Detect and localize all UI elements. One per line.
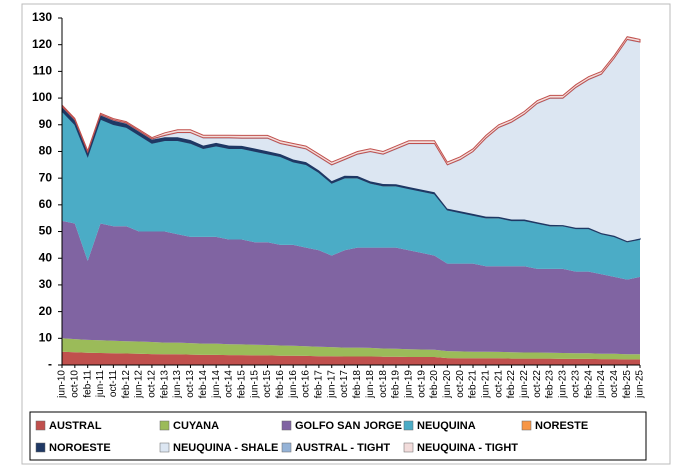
x-tick-label: jun-17	[326, 370, 337, 399]
x-tick-label: jun-15	[249, 370, 260, 399]
y-tick-label: 60	[39, 197, 53, 211]
area	[61, 36, 641, 166]
x-tick-label: oct-21	[493, 370, 504, 398]
x-tick-label: feb-23	[545, 370, 556, 399]
y-tick-label: 90	[39, 117, 53, 131]
x-tick-label: feb-16	[275, 370, 286, 399]
x-tick-label: feb-12	[121, 370, 132, 399]
legend-swatch	[159, 420, 170, 431]
x-tick-label: oct-15	[262, 370, 273, 398]
x-tick-label: feb-21	[468, 370, 479, 399]
x-tick-label: feb-11	[82, 370, 93, 398]
y-tick-label: 120	[32, 37, 52, 51]
x-tick-label: jun-22	[519, 370, 530, 399]
legend-swatch	[403, 420, 414, 431]
y-tick-label: 130	[32, 10, 52, 24]
x-tick-label: feb-18	[352, 370, 363, 399]
legend-swatch	[403, 442, 414, 453]
x-tick-label: oct-19	[416, 370, 427, 398]
x-tick-label: oct-13	[185, 370, 196, 398]
x-tick-label: oct-11	[108, 370, 119, 397]
x-tick-label: oct-22	[532, 370, 543, 398]
x-tick-label: jun-23	[558, 370, 569, 399]
x-tick-label: feb-24	[583, 370, 594, 399]
x-tick-label: jun-19	[403, 370, 414, 399]
y-tick-label: 10	[39, 330, 53, 344]
legend-label: NEUQUINA - TIGHT	[417, 442, 518, 454]
area	[62, 40, 640, 242]
x-tick-label: feb-17	[314, 370, 325, 399]
x-tick-label: oct-12	[147, 370, 158, 398]
area	[62, 351, 640, 365]
legend-label: NEUQUINA	[417, 420, 476, 432]
legend-label: NEUQUINA - SHALE	[173, 442, 278, 454]
legend-label: AUSTRAL	[49, 420, 102, 432]
area	[62, 111, 640, 280]
legend-label: GOLFO SAN JORGE	[295, 420, 402, 432]
x-tick-label: jun-20	[442, 370, 453, 399]
x-tick-label: jun-13	[172, 370, 183, 399]
x-tick-label: oct-18	[378, 370, 389, 398]
y-tick-label: 110	[33, 64, 53, 78]
x-tick-label: oct-10	[69, 370, 80, 398]
legend-label: NOROESTE	[49, 442, 111, 454]
x-tick-label: feb-25	[622, 370, 633, 399]
legend-box	[29, 411, 647, 461]
x-tick-label: oct-20	[455, 370, 466, 398]
x-tick-label: jun-21	[481, 370, 492, 399]
x-tick-label: jun-10	[57, 370, 68, 399]
y-tick-label: 70	[39, 170, 53, 184]
x-tick-label: oct-17	[339, 370, 350, 398]
area	[62, 220, 640, 355]
legend-swatch	[159, 442, 170, 453]
legend-label: NORESTE	[535, 420, 588, 432]
x-tick-label: jun-25	[635, 370, 646, 399]
chart-frame	[21, 3, 671, 465]
y-tick-label: 80	[39, 144, 53, 158]
y-tick-label: 30	[39, 277, 53, 291]
x-tick-label: feb-13	[159, 370, 170, 399]
legend-swatch	[281, 420, 292, 431]
y-tick-label: 50	[39, 224, 53, 238]
legend-swatch	[281, 442, 292, 453]
y-tick-label: 40	[39, 250, 53, 264]
y-tick-label: -	[48, 357, 52, 371]
y-tick-label: 20	[39, 304, 53, 318]
x-tick-label: oct-24	[609, 370, 620, 398]
x-tick-label: feb-20	[429, 370, 440, 399]
legend-label: CUYANA	[173, 420, 219, 432]
x-tick-label: jun-16	[288, 370, 299, 399]
x-tick-label: jun-24	[596, 370, 607, 399]
x-tick-label: feb-15	[236, 370, 247, 399]
legend-swatch	[521, 420, 532, 431]
area	[62, 338, 640, 360]
x-tick-label: jun-14	[211, 370, 222, 399]
x-tick-label: oct-23	[570, 370, 581, 398]
y-tick-label: 100	[32, 90, 52, 104]
x-tick-label: jun-18	[365, 370, 376, 399]
legend-label: AUSTRAL - TIGHT	[295, 442, 390, 454]
x-tick-label: jun-12	[134, 370, 145, 399]
x-tick-label: oct-16	[301, 370, 312, 398]
x-tick-label: feb-22	[506, 370, 517, 399]
x-tick-label: jun-11	[95, 370, 106, 398]
legend-swatch	[35, 442, 46, 453]
x-tick-label: oct-14	[224, 370, 235, 398]
legend-swatch	[35, 420, 46, 431]
x-tick-label: feb-19	[391, 370, 402, 399]
x-tick-label: feb-14	[198, 370, 209, 399]
